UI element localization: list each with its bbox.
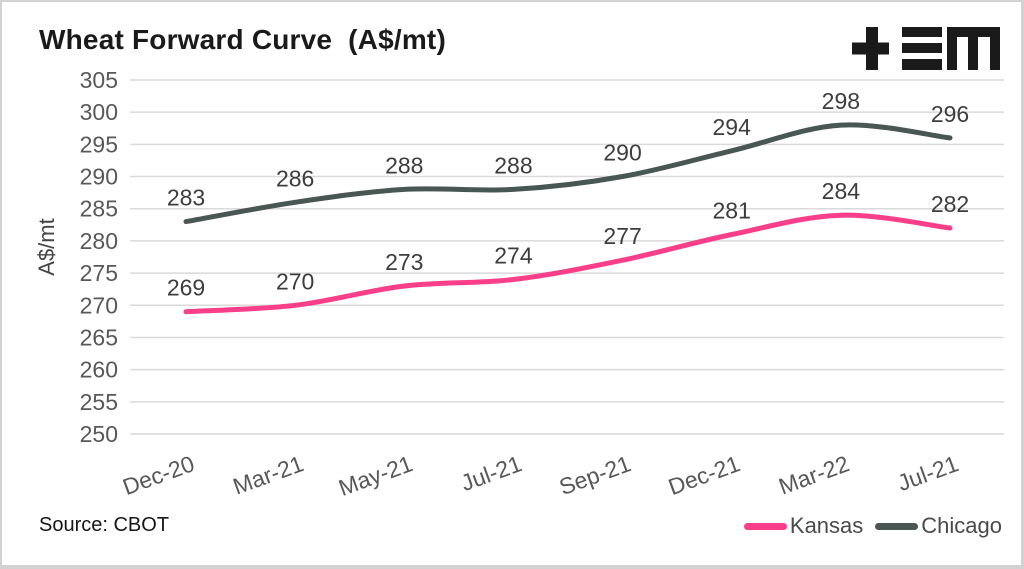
kansas-data-label: 269 xyxy=(167,275,205,301)
kansas-data-label: 273 xyxy=(385,249,423,275)
kansas-data-label: 274 xyxy=(494,243,533,269)
x-tick-label: May-21 xyxy=(335,450,416,501)
x-tick-label: Dec-21 xyxy=(665,450,744,500)
chicago-data-label: 286 xyxy=(276,165,314,191)
gridlines-group xyxy=(130,79,1004,435)
y-tick-label: 250 xyxy=(80,421,118,447)
chicago-line-swatch xyxy=(875,522,919,530)
legend-item-kansas: Kansas xyxy=(743,513,864,539)
chicago-line xyxy=(183,122,953,225)
y-tick-label: 270 xyxy=(80,292,118,318)
chart-title: Wheat Forward Curve (A$/mt) xyxy=(39,24,446,55)
y-tick-label: 300 xyxy=(80,99,118,125)
y-tick-label: 265 xyxy=(80,324,118,350)
legend: Kansas Chicago xyxy=(743,513,1002,539)
chicago-data-label: 296 xyxy=(931,101,969,127)
y-axis-ticks: 250 255 260 265 270 275 280 285 290 295 300 305 xyxy=(80,67,118,447)
y-tick-label: 285 xyxy=(80,196,118,222)
y-tick-label: 295 xyxy=(80,131,118,157)
legend-label-chicago: Chicago xyxy=(921,513,1002,538)
kansas-data-label: 281 xyxy=(713,197,751,223)
x-axis-ticks: Dec-20 Mar-21 May-21 Jul-21 Sep-21 Dec-21 Mar-… xyxy=(119,450,962,501)
x-tick-label: Mar-22 xyxy=(775,450,852,499)
x-tick-label: Sep-21 xyxy=(556,450,635,500)
kansas-line-swatch xyxy=(743,522,787,530)
y-axis-title: A$/mt xyxy=(34,218,59,275)
kansas-data-label: 284 xyxy=(822,178,861,204)
x-tick-label: Mar-21 xyxy=(229,450,306,499)
kansas-data-label: 270 xyxy=(276,268,314,294)
x-tick-label: Jul-21 xyxy=(894,450,962,496)
y-tick-label: 305 xyxy=(80,67,118,93)
legend-label-kansas: Kansas xyxy=(789,513,864,538)
y-tick-label: 290 xyxy=(80,164,118,190)
source-note: Source: CBOT xyxy=(39,514,170,536)
chicago-data-label: 290 xyxy=(603,140,641,166)
kansas-data-label: 282 xyxy=(931,191,969,217)
data-labels: 269 270 273 274 277 281 284 282 283 286 288 288 290 2… xyxy=(167,88,969,301)
y-tick-label: 255 xyxy=(80,389,118,415)
x-tick-label: Jul-21 xyxy=(457,450,525,496)
chicago-data-label: 288 xyxy=(385,152,423,178)
chicago-data-label: 294 xyxy=(713,114,752,140)
chicago-data-label: 288 xyxy=(494,152,532,178)
kansas-line xyxy=(183,212,953,315)
chicago-data-label: 298 xyxy=(822,88,860,114)
legend-item-chicago: Chicago xyxy=(875,513,1002,539)
tem-logo xyxy=(852,27,1000,70)
chicago-data-label: 283 xyxy=(167,185,205,211)
y-axis-label: A$/mt xyxy=(34,218,59,275)
y-tick-label: 280 xyxy=(80,228,118,254)
y-tick-label: 275 xyxy=(80,260,118,286)
y-tick-label: 260 xyxy=(80,357,118,383)
tem-logo-icon xyxy=(852,27,1000,70)
x-tick-label: Dec-20 xyxy=(119,450,198,500)
kansas-data-label: 277 xyxy=(603,223,641,249)
series-lines xyxy=(183,122,953,315)
